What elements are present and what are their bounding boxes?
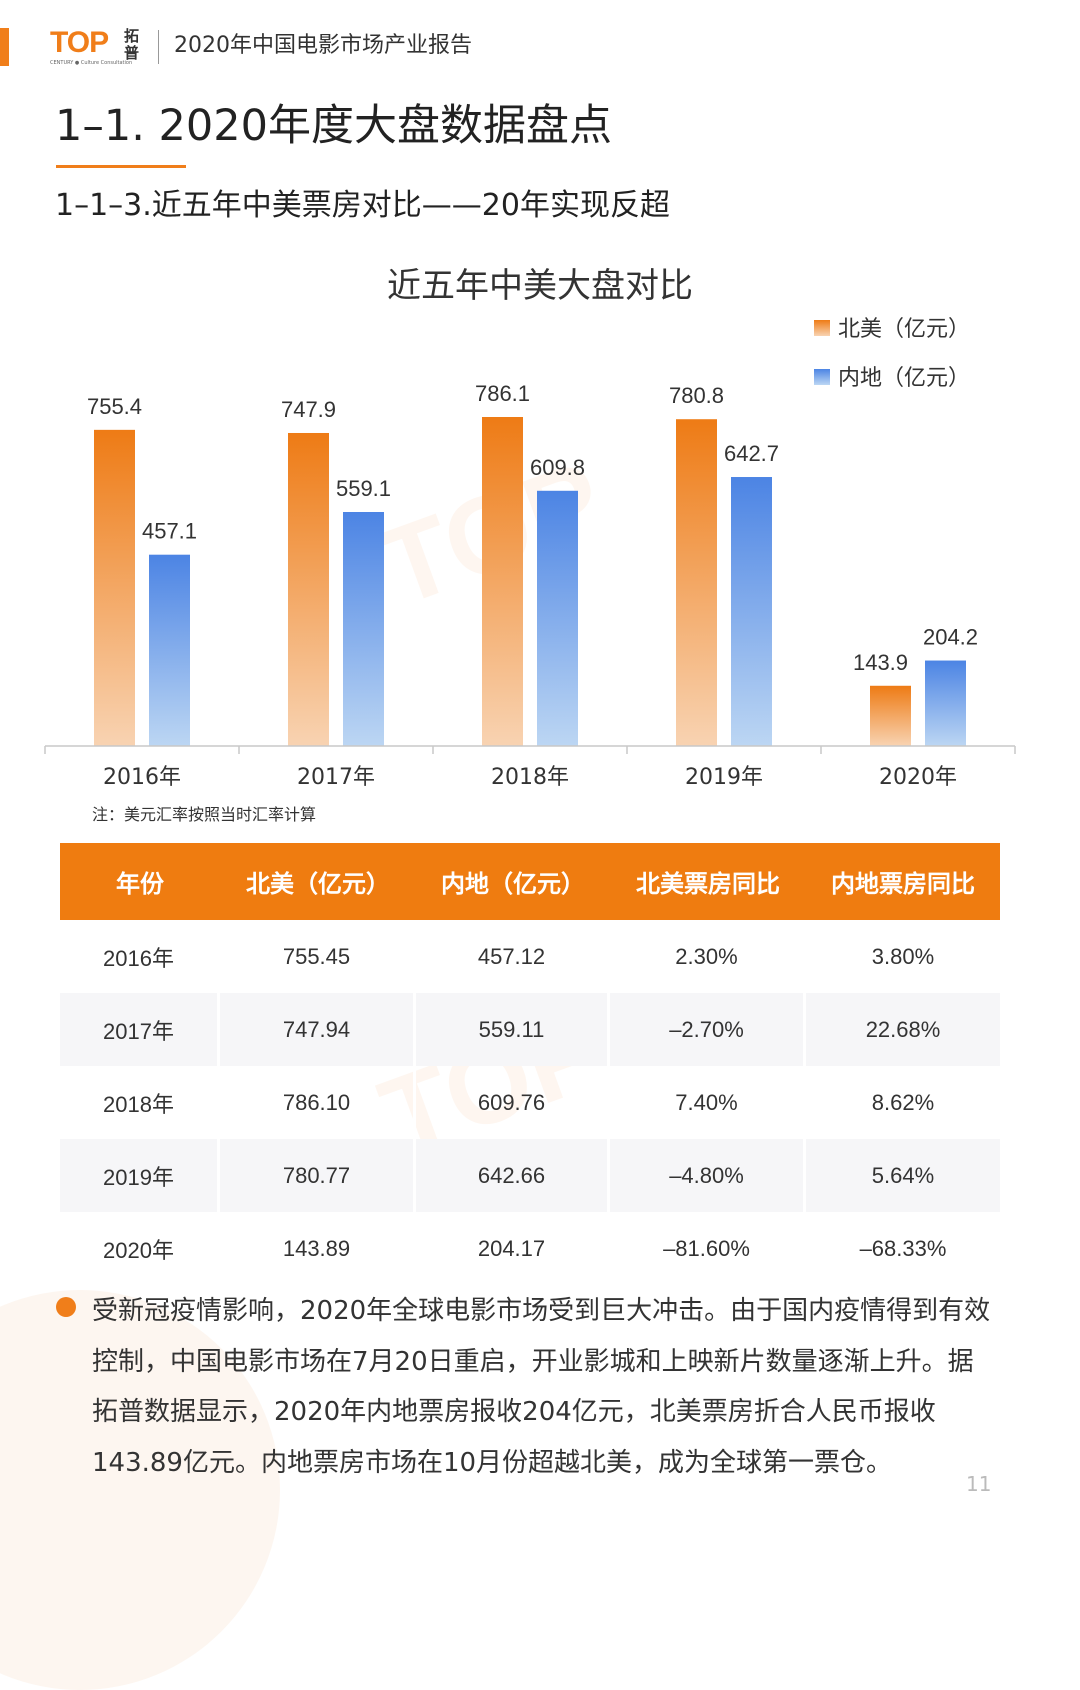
data-label: 780.8	[669, 383, 724, 408]
legend: 北美（亿元） 内地（亿元）	[814, 317, 970, 391]
cell-mainland: 559.11	[416, 993, 610, 1066]
table-header-row: 年份 北美（亿元） 内地（亿元） 北美票房同比 内地票房同比	[60, 843, 1000, 920]
bar-north-america-2016	[94, 429, 135, 746]
header-north-america: 北美（亿元）	[220, 843, 416, 920]
cell-north-america-yoy: –81.60%	[610, 1212, 806, 1285]
title-underline	[56, 165, 186, 168]
x-tick-label: 2019年	[685, 765, 763, 790]
data-label: 786.1	[475, 381, 530, 406]
exchange-rate-note: 注：美元汇率按照当时汇率计算	[92, 805, 317, 824]
cell-year: 2017年	[60, 993, 220, 1066]
subsection-title: 1–1–3.近五年中美票房对比——20年实现反超	[55, 188, 670, 223]
cell-mainland-yoy: –68.33%	[859, 1235, 947, 1261]
x-tick-label: 2018年	[491, 765, 569, 790]
cell-north-america: 755.45	[220, 920, 416, 993]
page-number: 11	[966, 1472, 992, 1496]
cell-north-america: 143.89	[220, 1212, 416, 1285]
data-label: 457.1	[142, 519, 197, 544]
bar-chart: 近五年中美大盘对比 北美（亿元） 内地（亿元） 755.4 457.1 747.9 5…	[44, 266, 1016, 790]
header-mainland-yoy: 内地票房同比	[806, 843, 1000, 920]
legend-swatch-north-america	[814, 320, 830, 336]
bar-mainland-2018	[537, 490, 578, 746]
section-title: 1–1. 2020年度大盘数据盘点	[55, 101, 612, 151]
logo-chinese: 拓普	[124, 27, 140, 62]
bar-north-america-2020	[870, 685, 911, 746]
cell-year: 2019年	[60, 1139, 220, 1212]
header-mainland: 内地（亿元）	[416, 843, 610, 920]
data-label: 559.1	[336, 476, 391, 501]
x-tick-label: 2016年	[103, 765, 181, 790]
x-tick-label: 2020年	[879, 765, 957, 790]
bar-mainland-2020	[925, 660, 966, 746]
cell-mainland: 609.76	[416, 1066, 610, 1139]
cell-north-america-yoy: 2.30%	[610, 920, 806, 993]
table-row: 2017年 747.94 559.11 –2.70% 22.68%	[60, 993, 1000, 1066]
table-row: 2020年 143.89 204.17 –81.60% –68.33%	[60, 1212, 1000, 1285]
legend-label-north-america: 北美（亿元）	[838, 317, 970, 342]
report-title: 2020年中国电影市场产业报告	[174, 33, 472, 58]
cell-mainland-yoy: 5.64%	[806, 1139, 1000, 1212]
cell-year: 2018年	[60, 1066, 220, 1139]
x-tick-label: 2017年	[297, 765, 375, 790]
cell-mainland: 204.17	[416, 1212, 610, 1285]
cell-north-america: 780.77	[220, 1139, 416, 1212]
bar-north-america-2018	[482, 417, 523, 746]
cell-north-america: 786.10	[220, 1066, 416, 1139]
cell-year: 2016年	[60, 920, 220, 993]
cell-mainland: 642.66	[416, 1139, 610, 1212]
data-label: 204.2	[923, 625, 978, 650]
cell-north-america: 747.94	[220, 993, 416, 1066]
chart-title: 近五年中美大盘对比	[387, 266, 693, 306]
box-office-table: 年份 北美（亿元） 内地（亿元） 北美票房同比 内地票房同比 2016年 755…	[60, 843, 1000, 1285]
bars-group	[94, 417, 966, 746]
table-row: 2018年 786.10 609.76 7.40% 8.62%	[60, 1066, 1000, 1139]
cell-mainland-yoy: 8.62%	[871, 1089, 935, 1115]
bullet-dot-icon	[56, 1297, 76, 1317]
header-divider	[158, 30, 159, 64]
cell-north-america-yoy: 7.40%	[610, 1066, 806, 1139]
header-accent-bar	[0, 28, 9, 66]
data-label: 609.8	[530, 455, 585, 480]
table-row: 2019年 780.77 642.66 –4.80% 5.64%	[60, 1139, 1000, 1212]
bar-north-america-2019	[676, 419, 717, 746]
bar-mainland-2017	[343, 512, 384, 746]
legend-label-mainland: 内地（亿元）	[838, 366, 970, 391]
cell-mainland-yoy: 3.80%	[871, 943, 935, 969]
bar-north-america-2017	[288, 432, 329, 746]
data-label: 747.9	[281, 397, 336, 422]
cell-mainland: 457.12	[416, 920, 610, 993]
data-label: 755.4	[87, 394, 142, 419]
table-row: 2016年 755.45 457.12 2.30% 3.80%	[60, 920, 1000, 993]
header-north-america-yoy: 北美票房同比	[610, 843, 806, 920]
data-label: 642.7	[724, 441, 779, 466]
value-labels-group: 755.4 457.1 747.9 559.1 786.1 609.8 780.8 642.7…	[87, 381, 978, 675]
bar-mainland-2019	[731, 477, 772, 746]
bar-mainland-2016	[149, 554, 190, 746]
cell-north-america-yoy: –4.80%	[610, 1139, 806, 1212]
header-year: 年份	[60, 843, 220, 920]
logo-wordmark: TOP	[50, 26, 109, 59]
legend-swatch-mainland	[814, 369, 830, 385]
cell-north-america-yoy: –2.70%	[610, 993, 806, 1066]
logo-subtitle: CENTURY ● Culture Consultation	[50, 60, 133, 66]
x-axis-labels: 2016年 2017年 2018年 2019年 2020年	[103, 765, 957, 790]
data-label: 143.9	[853, 650, 908, 675]
cell-mainland-yoy: 22.68%	[806, 993, 1000, 1066]
cell-year: 2020年	[60, 1212, 220, 1285]
logo: TOP 拓普 CENTURY ● Culture Consultation	[50, 26, 150, 68]
x-axis-ticks	[44, 746, 1016, 754]
summary-paragraph: 受新冠疫情影响，2020年全球电影市场受到巨大冲击。由于国内疫情得到有效控制，中…	[92, 1296, 991, 1478]
